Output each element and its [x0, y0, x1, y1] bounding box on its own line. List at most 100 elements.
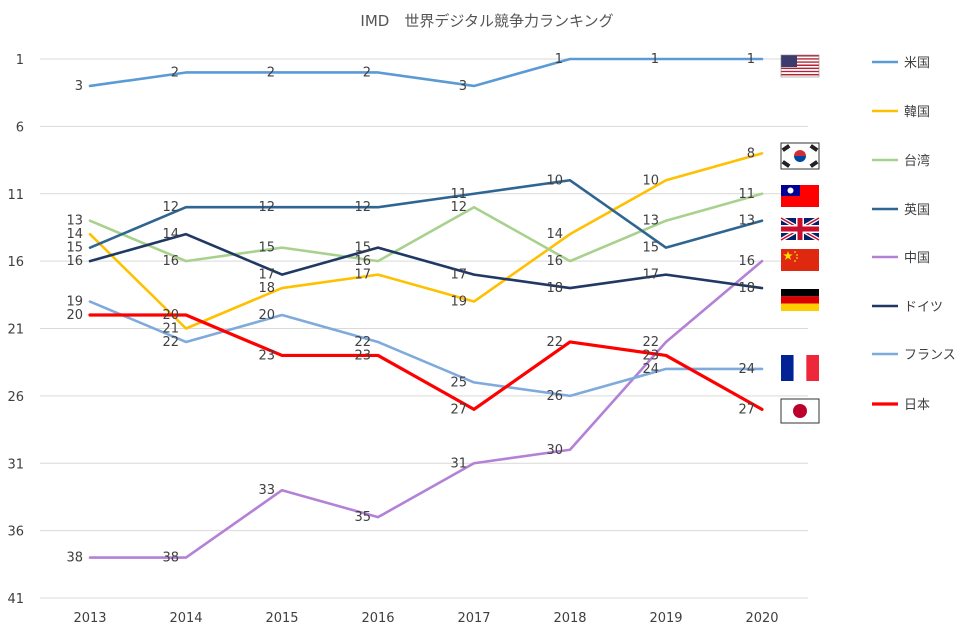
- data-label: 8: [747, 146, 755, 161]
- data-label: 38: [66, 551, 83, 566]
- legend-label: 中国: [904, 251, 930, 266]
- y-tick-label: 31: [7, 457, 24, 472]
- data-labels: 32 2 231 1 114211817191410813161516121613111…: [66, 52, 755, 566]
- data-label: 27: [450, 402, 467, 417]
- x-tick-label: 2017: [457, 611, 490, 626]
- legend-label: 韓国: [904, 105, 930, 120]
- legend-label: ドイツ: [904, 300, 943, 315]
- data-label: 16: [354, 254, 371, 269]
- series-line: [88, 152, 764, 330]
- data-label: 27: [738, 402, 755, 417]
- x-tick-label: 2020: [745, 611, 778, 626]
- flag-france-icon: [781, 355, 819, 381]
- data-label: 25: [450, 375, 467, 390]
- data-label: 31: [450, 456, 467, 471]
- data-label: 15: [354, 241, 371, 256]
- data-label: 3: [75, 79, 83, 94]
- data-label: 15: [66, 241, 83, 256]
- data-label: 22: [546, 335, 563, 350]
- data-label: 17: [642, 268, 659, 283]
- y-tick-label: 6: [16, 120, 24, 135]
- data-label: 23: [354, 348, 371, 363]
- data-label: 13: [66, 214, 83, 229]
- flag-korea-icon: [780, 142, 820, 170]
- data-label: 15: [258, 241, 275, 256]
- series-line: [88, 178, 764, 249]
- flag-taiwan-icon: [781, 185, 819, 207]
- data-label: 22: [162, 335, 179, 350]
- data-label: 2: [363, 65, 371, 80]
- data-label: 24: [642, 362, 659, 377]
- y-tick-label: 36: [7, 525, 24, 540]
- data-label: 11: [450, 187, 467, 202]
- data-label: 21: [162, 322, 179, 337]
- data-label: 22: [354, 335, 371, 350]
- data-label: 1: [651, 52, 659, 67]
- series-line: [88, 232, 764, 290]
- flag-japan-icon: [780, 398, 820, 424]
- data-label: 13: [642, 214, 659, 229]
- y-tick-label: 11: [7, 188, 24, 203]
- y-tick-label: 1: [16, 53, 24, 68]
- data-label: 19: [66, 295, 83, 310]
- data-label: 23: [642, 348, 659, 363]
- x-tick-label: 2019: [649, 611, 682, 626]
- data-label: 12: [258, 200, 275, 215]
- data-label: 10: [642, 173, 659, 188]
- data-label: 20: [66, 308, 83, 323]
- data-label: 2: [267, 65, 275, 80]
- data-label: 2: [171, 65, 179, 80]
- series-line: [88, 259, 764, 559]
- data-label: 38: [162, 551, 179, 566]
- x-tick-label: 2013: [73, 611, 106, 626]
- flag-germany-icon: [781, 289, 819, 311]
- series-line: [88, 313, 764, 411]
- data-label: 33: [258, 483, 275, 498]
- data-label: 17: [354, 268, 371, 283]
- data-label: 15: [642, 241, 659, 256]
- data-label: 14: [66, 227, 83, 242]
- legend-label: 英国: [904, 203, 930, 218]
- x-axis-ticks: 2013 2014 2015 2016 2017 2018 2019 2020: [73, 611, 778, 626]
- data-label: 16: [546, 254, 563, 269]
- series-lines: [88, 57, 764, 559]
- data-label: 20: [258, 308, 275, 323]
- x-tick-label: 2014: [169, 611, 202, 626]
- legend-label: 米国: [904, 56, 930, 71]
- chart-title: IMD 世界デジタル競争力ランキング: [360, 12, 613, 30]
- data-label: 22: [642, 335, 659, 350]
- x-tick-label: 2018: [553, 611, 586, 626]
- data-label: 14: [546, 227, 563, 242]
- data-label: 23: [258, 348, 275, 363]
- y-tick-label: 26: [7, 390, 24, 405]
- data-label: 13: [738, 214, 755, 229]
- data-label: 20: [162, 308, 179, 323]
- legend-label: 台湾: [904, 153, 930, 169]
- data-label: 3: [459, 79, 467, 94]
- series-line: [88, 57, 764, 88]
- data-label: 14: [162, 227, 179, 242]
- gridlines: [40, 58, 808, 599]
- x-tick-label: 2015: [265, 611, 298, 626]
- data-label: 35: [354, 510, 371, 525]
- data-label: 12: [450, 200, 467, 215]
- flag-china-icon: [781, 249, 819, 271]
- data-label: 18: [258, 281, 275, 296]
- data-label: 12: [354, 200, 371, 215]
- data-label: 30: [546, 443, 563, 458]
- x-tick-label: 2016: [361, 611, 394, 626]
- legend-label: 日本: [904, 398, 930, 413]
- y-tick-label: 41: [7, 592, 24, 607]
- data-label: 18: [546, 281, 563, 296]
- flag-uk-icon: [779, 216, 821, 242]
- data-label: 17: [450, 268, 467, 283]
- data-label: 18: [738, 281, 755, 296]
- data-label: 17: [258, 268, 275, 283]
- data-label: 16: [738, 254, 755, 269]
- data-label: 1: [747, 52, 755, 67]
- legend-label: フランス: [904, 348, 956, 363]
- series-line: [88, 300, 764, 398]
